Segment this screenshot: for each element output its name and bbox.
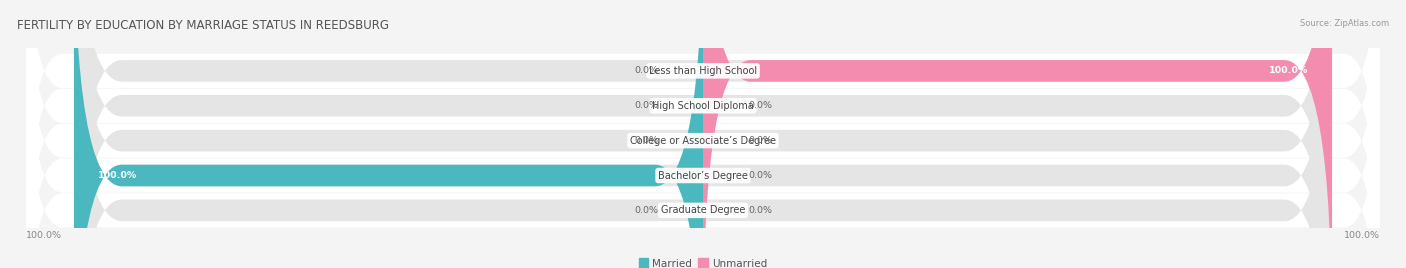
Text: 0.0%: 0.0% xyxy=(634,206,658,215)
FancyBboxPatch shape xyxy=(27,0,1379,268)
Text: Graduate Degree: Graduate Degree xyxy=(661,205,745,215)
Text: College or Associate’s Degree: College or Associate’s Degree xyxy=(630,136,776,146)
Text: 0.0%: 0.0% xyxy=(634,66,658,75)
FancyBboxPatch shape xyxy=(75,0,1331,268)
FancyBboxPatch shape xyxy=(75,0,1331,268)
FancyBboxPatch shape xyxy=(75,0,1331,268)
FancyBboxPatch shape xyxy=(75,0,1331,268)
Legend: Married, Unmarried: Married, Unmarried xyxy=(634,254,772,268)
Text: 0.0%: 0.0% xyxy=(748,101,772,110)
Text: Bachelor’s Degree: Bachelor’s Degree xyxy=(658,170,748,181)
Text: 0.0%: 0.0% xyxy=(634,101,658,110)
FancyBboxPatch shape xyxy=(75,0,1331,268)
Text: 100.0%: 100.0% xyxy=(1268,66,1308,75)
Text: 100.0%: 100.0% xyxy=(1344,230,1379,240)
FancyBboxPatch shape xyxy=(27,18,1379,268)
FancyBboxPatch shape xyxy=(703,0,1331,268)
Text: 0.0%: 0.0% xyxy=(634,136,658,145)
FancyBboxPatch shape xyxy=(75,0,703,268)
Text: 100.0%: 100.0% xyxy=(27,230,62,240)
FancyBboxPatch shape xyxy=(27,0,1379,263)
Text: FERTILITY BY EDUCATION BY MARRIAGE STATUS IN REEDSBURG: FERTILITY BY EDUCATION BY MARRIAGE STATU… xyxy=(17,19,389,32)
FancyBboxPatch shape xyxy=(27,0,1379,268)
Text: Source: ZipAtlas.com: Source: ZipAtlas.com xyxy=(1301,19,1389,28)
Text: High School Diploma: High School Diploma xyxy=(652,101,754,111)
Text: 100.0%: 100.0% xyxy=(98,171,138,180)
FancyBboxPatch shape xyxy=(27,0,1379,268)
Text: 0.0%: 0.0% xyxy=(748,171,772,180)
Text: 0.0%: 0.0% xyxy=(748,206,772,215)
Text: 0.0%: 0.0% xyxy=(748,136,772,145)
Text: Less than High School: Less than High School xyxy=(650,66,756,76)
